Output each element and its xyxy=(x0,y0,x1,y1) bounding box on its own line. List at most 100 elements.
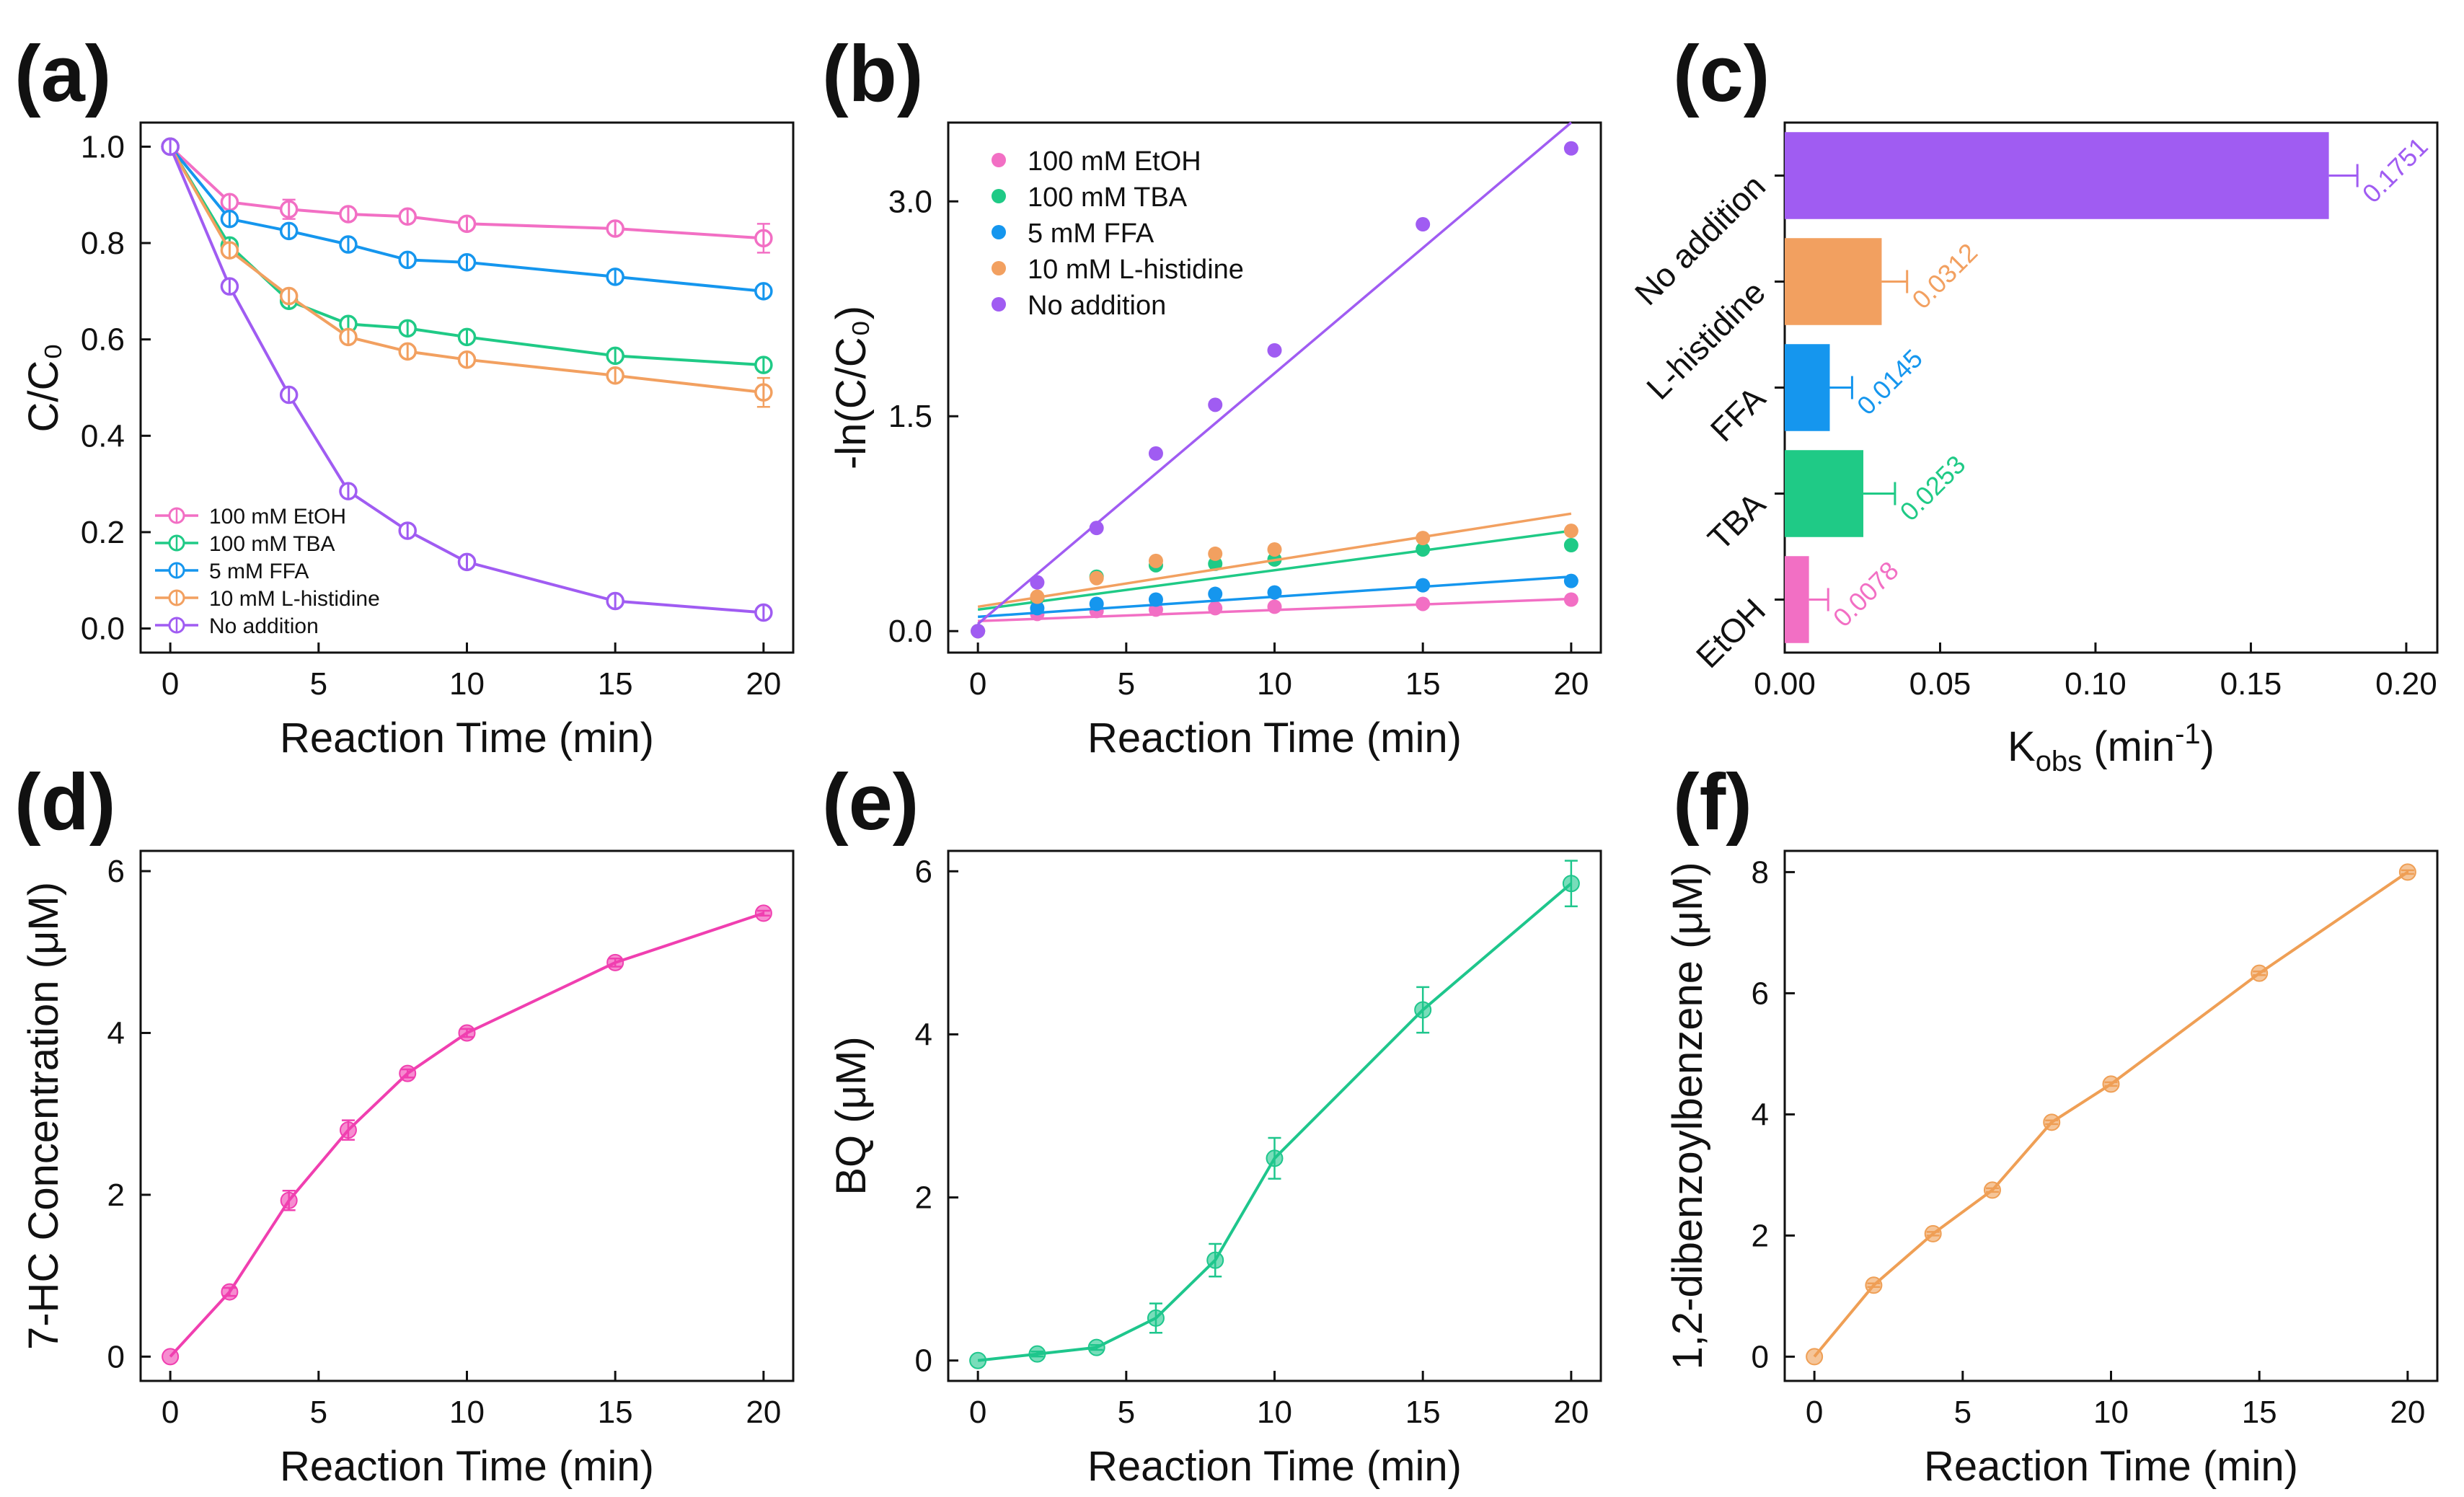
y-tick-label: 2 xyxy=(1752,1218,1769,1253)
bar-ffa xyxy=(1785,344,1830,431)
x-axis-label: Reaction Time (min) xyxy=(1087,1443,1462,1490)
x-tick-label: 10 xyxy=(1257,666,1292,702)
data-point xyxy=(1028,1345,1046,1363)
data-point xyxy=(1148,553,1163,568)
data-point xyxy=(280,1191,298,1209)
data-point xyxy=(1208,601,1223,616)
series-line xyxy=(169,911,764,1358)
y-tick-label: 4 xyxy=(915,1017,932,1052)
y-tick-label: 0 xyxy=(107,1339,125,1374)
panel-label: (c) xyxy=(1673,30,1770,118)
y-axis-label: BQ (μM) xyxy=(828,1036,875,1195)
y-tick-label: 6 xyxy=(107,854,125,889)
legend-marker xyxy=(992,297,1006,312)
data-point xyxy=(1563,524,1578,539)
x-tick-label: 10 xyxy=(2093,1395,2129,1430)
data-point xyxy=(1983,1181,2001,1199)
panel-d: (d) 0 5 10 15 20 0 2 4 6 Reaction Time (min) 7-HC C… xyxy=(14,758,795,1490)
data-point xyxy=(1563,592,1578,607)
data-point xyxy=(1266,1149,1284,1167)
panel-label: (a) xyxy=(14,30,111,118)
data-point xyxy=(1208,397,1223,412)
data-point xyxy=(1563,538,1578,553)
data-point xyxy=(1148,446,1163,461)
data-point xyxy=(2251,964,2269,982)
series-10-mm-l-histidine xyxy=(971,512,1578,639)
data-point xyxy=(1924,1224,1942,1242)
x-tick-label: 20 xyxy=(746,666,781,702)
legend-label: 10 mM L-histidine xyxy=(209,587,380,611)
x-tick-label: 5 xyxy=(1954,1395,1971,1430)
y-tick-label: 4 xyxy=(1752,1097,1769,1132)
series-line xyxy=(169,146,764,614)
x-tick-label: 0 xyxy=(162,666,179,702)
series-no-addition xyxy=(161,137,773,622)
series-line xyxy=(169,145,764,240)
series-line xyxy=(169,146,764,394)
legend-label: No addition xyxy=(209,614,319,638)
series-line xyxy=(169,146,764,367)
data-point xyxy=(971,624,986,639)
x-axis-label: Kobs (min-1) xyxy=(2008,718,2214,777)
panel-f: (f) 0 5 10 15 20 0 2 4 6 8 Reaction Time (min) 1,2-d… xyxy=(1664,758,2439,1490)
series-5-mm-ffa xyxy=(971,573,1578,639)
series-line xyxy=(1813,870,2409,1358)
data-point xyxy=(1208,586,1223,601)
data-point xyxy=(1267,542,1282,557)
category-label: FFA xyxy=(1703,379,1773,449)
data-point xyxy=(1206,1251,1224,1269)
data-point xyxy=(1147,1309,1165,1327)
panel-b: (b) 0 5 10 15 20 0.0 1.5 3.0 Reaction Time (min) -… xyxy=(822,30,1602,761)
legend: 100 mM EtOH 100 mM TBA 5 mM FFA 10 mM L-his… xyxy=(992,146,1244,321)
panel-label: (f) xyxy=(1673,758,1752,847)
plot-frame xyxy=(947,849,1602,1382)
x-tick-label: 5 xyxy=(310,666,327,702)
y-tick-label: 2 xyxy=(915,1180,932,1216)
data-point xyxy=(1416,578,1431,593)
y-tick-label: 0.0 xyxy=(81,611,125,647)
fit-line xyxy=(977,512,1572,609)
x-tick-label: 5 xyxy=(310,1395,327,1430)
value-label: 0.1751 xyxy=(2357,131,2434,208)
data-point xyxy=(2102,1075,2120,1093)
value-label: 0.0078 xyxy=(1827,555,1904,632)
data-point xyxy=(221,1283,239,1301)
data-point xyxy=(1089,570,1104,586)
data-point xyxy=(1148,592,1163,607)
x-tick-label: 15 xyxy=(598,666,633,702)
panel-a: (a) 0 5 10 15 20 0.0 0.2 0.4 0.6 0.8 1.0 Reaction Ti… xyxy=(14,30,795,761)
value-label: 0.0312 xyxy=(1906,237,1983,314)
data-point xyxy=(1806,1348,1824,1366)
y-tick-label: 0 xyxy=(1752,1339,1769,1374)
data-point xyxy=(1089,521,1104,536)
y-tick-label: 6 xyxy=(915,854,932,889)
data-point xyxy=(754,904,772,922)
y-tick-label: 1.0 xyxy=(81,129,125,164)
legend-marker xyxy=(992,225,1006,239)
y-axis-label: C/C₀ xyxy=(20,343,67,433)
y-tick-label: 8 xyxy=(1752,855,1769,890)
x-tick-label: 0 xyxy=(969,666,986,702)
legend-marker xyxy=(992,261,1006,275)
y-tick-label: 6 xyxy=(1752,976,1769,1011)
category-label: EtOH xyxy=(1689,591,1772,675)
legend-label: 100 mM TBA xyxy=(209,532,335,556)
x-tick-label: 5 xyxy=(1118,1395,1135,1430)
y-axis-label: 7-HC Concentration (μM) xyxy=(20,882,67,1350)
category-label: TBA xyxy=(1700,485,1772,557)
data-point xyxy=(2398,863,2416,881)
x-axis-label-part: K xyxy=(2008,723,2036,770)
legend-marker xyxy=(992,153,1006,167)
data-point xyxy=(1416,217,1431,232)
data-point xyxy=(1267,585,1282,600)
x-tick-label: 5 xyxy=(1118,666,1135,702)
data-point xyxy=(339,1121,357,1139)
data-point xyxy=(458,1024,476,1042)
series-line xyxy=(169,146,764,293)
data-point xyxy=(1267,343,1282,358)
series-no-addition xyxy=(971,121,1578,639)
x-tick-label: 0.20 xyxy=(2375,666,2437,702)
value-label: 0.0253 xyxy=(1894,449,1971,526)
y-tick-label: 0.2 xyxy=(81,515,125,550)
